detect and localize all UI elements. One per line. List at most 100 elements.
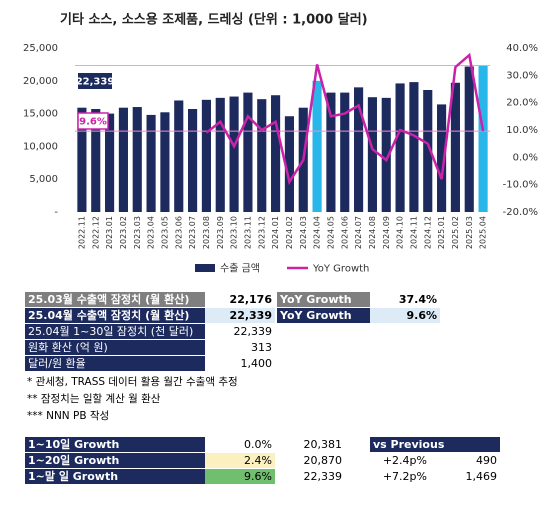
x-tick-label: 2023.02 [119,216,128,249]
legend-label: YoY Growth [312,264,369,275]
y-tick-label: 15,000 [23,109,58,120]
bar [409,82,419,212]
bar [243,92,253,212]
bar [354,87,364,212]
x-tick-label: 2025.04 [479,216,488,249]
x-tick-label: 2025.02 [451,216,460,249]
label: 1~말 일 Growth [25,469,205,484]
y-tick-label: 25,000 [23,43,58,54]
x-tick-label: 2023.05 [160,216,169,249]
reference-label: 22,339 [76,77,115,88]
label: 25.04월 수출액 잠정치 (월 환산) [25,308,205,323]
reference-label: 9.6% [79,117,107,128]
x-tick-label: 2023.04 [147,216,156,249]
y2-tick-label: -20.0% [503,207,538,218]
y2-tick-label: 30.0% [506,70,538,81]
x-tick-label: 2023.12 [257,216,266,249]
x-tick-label: 2023.07 [188,216,197,249]
value: 22,339 [233,325,273,338]
bar [437,104,447,212]
reference-label-box [77,112,109,130]
bar [381,97,391,212]
value: 2.4% [205,453,275,468]
line [205,52,485,186]
bar [215,97,225,212]
x-tick-label: 2024.06 [340,216,349,249]
bar [367,97,377,212]
label: 25.03월 수출액 잠정치 (월 환산) [25,292,205,307]
value: 9.6% [205,469,275,484]
chart: 기타 소스, 소스용 조제품, 드레싱 (단위 : 1,000 달러) - 5,0… [23,12,538,275]
value: 313 [251,341,272,354]
x-tick-label: 2024.10 [396,216,405,249]
x-tick-label: 2022.11 [77,216,86,249]
bar [91,109,101,212]
bar [257,99,267,212]
value: 0.0% [244,438,272,451]
bar [229,96,239,212]
bar [271,95,281,212]
legend-label: 수출 금액 [220,263,260,275]
y-tick-label: 10,000 [23,141,58,152]
label: 25.04월 1~30일 잠정치 (천 달러) [25,324,205,339]
bar [284,116,294,212]
bar [326,92,336,212]
x-tick-label: 2025.03 [465,216,474,249]
value: +7.2p% [382,470,427,483]
note: *** NNN PB 작성 [27,410,110,422]
x-tick-label: 2025.01 [437,216,446,249]
x-tick-label: 2024.04 [313,216,322,249]
reference-label-box [78,73,112,89]
x-tick-label: 2024.12 [423,216,432,249]
legend-swatch [195,264,215,272]
x-tick-label: 2023.01 [105,216,114,249]
bar [146,114,156,212]
label: 달러/원 환율 [25,356,205,371]
x-tick-label: 2024.03 [299,216,308,249]
value: 22,176 [229,293,272,306]
x-tick-label: 2024.08 [368,216,377,249]
bar [312,80,322,212]
x-tick-label: 2023.11 [243,216,252,249]
label: 1~20일 Growth [25,453,205,468]
value: 20,870 [303,454,343,467]
x-tick-label: 2023.06 [174,216,183,249]
y2-tick-label: -10.0% [503,180,538,191]
y2-tick-label: 0.0% [513,152,538,163]
label: YoY Growth [277,308,370,323]
bar [105,113,115,212]
x-tick-label: 2024.02 [285,216,294,249]
bar [395,83,405,212]
y2-tick-label: 20.0% [506,98,538,109]
y2-tick-label: 10.0% [506,125,538,136]
x-tick-label: 2024.07 [354,216,363,249]
bar [201,99,211,212]
bar [423,89,433,212]
y-tick-label: 5,000 [29,174,58,185]
x-tick-label: 2023.10 [230,216,239,249]
x-tick-label: 2022.12 [91,216,100,249]
label: 원화 환산 (억 원) [25,340,205,355]
bar [188,109,198,212]
x-tick-label: 2024.05 [326,216,335,249]
value: 1,469 [465,470,498,483]
value: 20,381 [303,438,343,451]
x-tick-label: 2024.01 [271,216,280,249]
bar [118,107,128,212]
y-tick-label: 20,000 [23,76,58,87]
value: +2.4p% [382,454,427,467]
x-tick-label: 2024.11 [409,216,418,249]
note: ** 잠정치는 일할 계산 월 환산 [27,393,161,405]
label: vs Previous [370,437,500,452]
bar [160,112,170,212]
label: 1~10일 Growth [25,437,205,452]
value: 22,339 [303,470,343,483]
value: 490 [476,454,497,467]
value: 37.4% [398,293,437,306]
y-tick-label: - [54,207,58,218]
chart-title: 기타 소스, 소스용 조제품, 드레싱 (단위 : 1,000 달러) [60,12,368,28]
bar [478,65,488,212]
bar [450,82,460,212]
x-tick-label: 2024.09 [382,216,391,249]
